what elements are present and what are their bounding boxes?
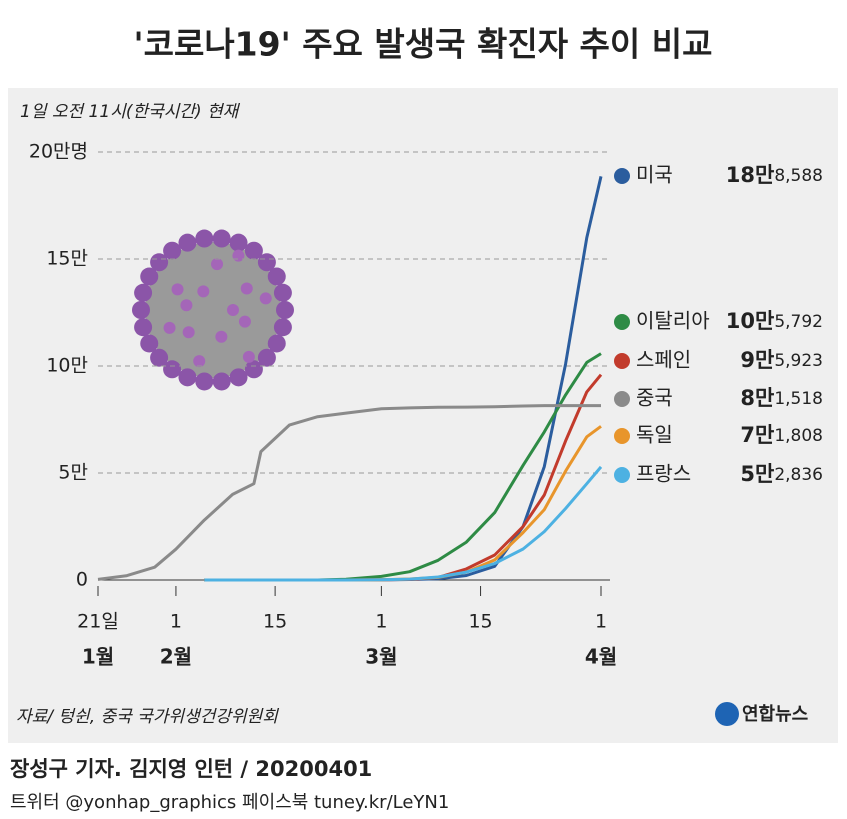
y-tick-label: 0	[76, 569, 88, 591]
virus-spike	[182, 326, 195, 339]
virus-spike	[273, 283, 292, 302]
legend-swatch	[614, 428, 630, 444]
value-label: 9만5,923	[740, 348, 823, 372]
virus-spike	[232, 249, 245, 262]
virus-illustration	[132, 229, 294, 391]
series-line	[97, 404, 601, 581]
virus-spike	[215, 330, 228, 343]
virus-spike	[229, 233, 248, 252]
virus-spike	[197, 285, 210, 298]
value-label: 18만8,588	[726, 163, 823, 187]
legend-label: 독일	[636, 423, 673, 447]
y-tick-label: 15만	[46, 248, 88, 270]
source: 자료/ 텅쉰, 중국 국가위생건강위원회	[16, 707, 279, 727]
virus-spike	[244, 360, 263, 379]
x-month-label: 3월	[365, 645, 397, 669]
legend-swatch	[614, 168, 630, 184]
virus-spike	[140, 267, 159, 286]
series-line	[204, 465, 603, 582]
x-tick-label: 15	[263, 611, 287, 633]
legend-label: 스페인	[636, 348, 691, 372]
y-tick-label: 20만명	[29, 141, 88, 163]
virus-spike	[211, 258, 224, 271]
virus-spike	[229, 368, 248, 387]
virus-spike	[193, 355, 206, 368]
virus-spike	[163, 360, 182, 379]
legend-label: 미국	[636, 163, 673, 187]
social: 트위터 @yonhap_graphics 페이스북 tuney.kr/LeYN1	[10, 792, 449, 813]
credit: 장성구 기자. 김지영 인턴 / 20200401	[10, 757, 372, 781]
value-label: 8만1,518	[740, 386, 823, 410]
virus-spike	[134, 283, 153, 302]
virus-spike	[257, 253, 276, 272]
virus-spike	[273, 318, 292, 337]
virus-spike	[212, 372, 231, 391]
chart-title: '코로나19' 주요 발생국 확진자 추이 비교	[134, 25, 713, 64]
legend-swatch	[614, 353, 630, 369]
virus-spike	[163, 241, 182, 260]
legend-swatch	[614, 391, 630, 407]
virus-body	[145, 242, 281, 378]
virus-spike	[267, 267, 286, 286]
virus-spike	[134, 318, 153, 337]
y-tick-label: 5만	[58, 462, 88, 484]
virus-spike	[171, 283, 184, 296]
plot-panel	[8, 88, 838, 743]
value-label: 7만1,808	[740, 423, 823, 447]
virus-spike	[240, 282, 253, 295]
x-tick-label: 1	[170, 611, 182, 633]
virus-spike	[140, 334, 159, 353]
legend-swatch	[614, 314, 630, 330]
y-tick-label: 10만	[46, 355, 88, 377]
virus-spike	[242, 350, 255, 363]
x-tick-label: 1	[595, 611, 607, 633]
x-month-label: 1월	[82, 645, 114, 669]
virus-spike	[150, 348, 169, 367]
legend-label: 중국	[636, 386, 673, 410]
virus-spike	[267, 334, 286, 353]
virus-spike	[150, 253, 169, 272]
virus-spike	[259, 292, 272, 305]
legend-label: 프랑스	[636, 462, 691, 486]
x-month-label: 4월	[585, 645, 617, 669]
x-tick-label: 1	[375, 611, 387, 633]
virus-spike	[238, 315, 251, 328]
legend-label: 이탈리아	[636, 309, 710, 333]
virus-spike	[180, 299, 193, 312]
virus-spike	[257, 348, 276, 367]
virus-spike	[195, 372, 214, 391]
x-tick-label: 21일	[77, 611, 119, 633]
value-label: 10만5,792	[726, 309, 823, 333]
logo-icon	[715, 702, 739, 726]
virus-spike	[212, 229, 231, 248]
virus-spike	[132, 301, 150, 319]
x-tick-label: 15	[468, 611, 492, 633]
virus-spike	[227, 304, 239, 316]
virus-spike	[276, 301, 294, 319]
virus-spike	[178, 233, 197, 252]
x-month-label: 2월	[160, 645, 192, 669]
virus-spike	[244, 241, 263, 260]
logo: 연합뉴스	[742, 703, 808, 725]
value-label: 5만2,836	[740, 462, 823, 486]
chart-subtitle: 1일 오전 11시(한국시간) 현재	[20, 102, 241, 122]
virus-spike	[195, 229, 214, 248]
virus-spike	[163, 321, 176, 334]
virus-spike	[178, 368, 197, 387]
legend-swatch	[614, 467, 630, 483]
